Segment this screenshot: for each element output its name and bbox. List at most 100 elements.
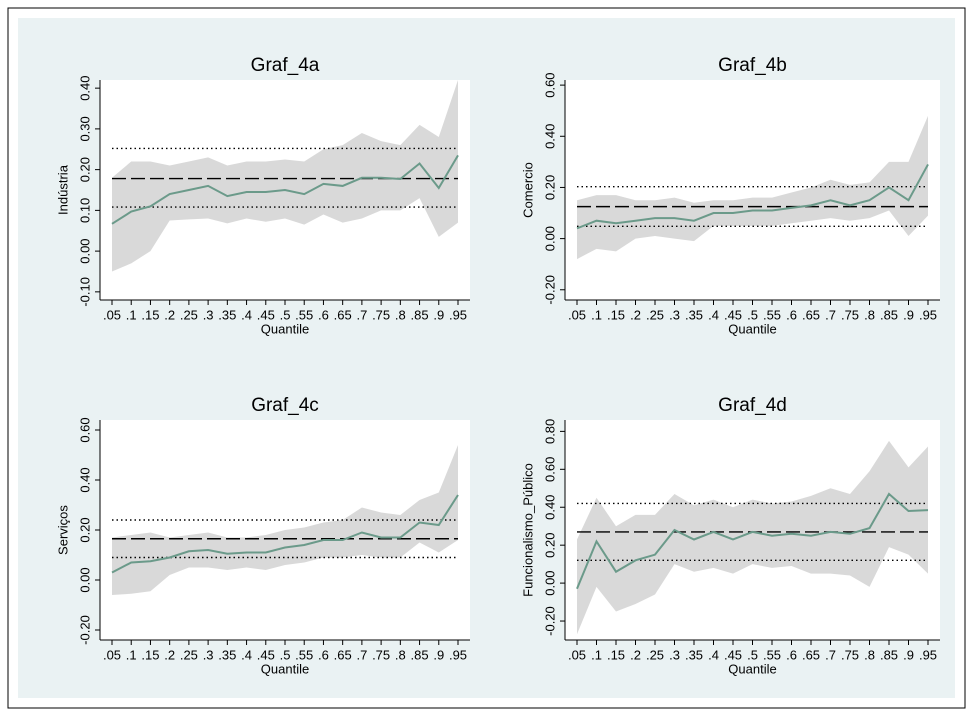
x-tick-label: .45 — [724, 307, 742, 322]
y-tick-label: 0.20 — [542, 175, 557, 200]
x-tick-label: .6 — [786, 307, 797, 322]
x-tick-label: .9 — [433, 307, 444, 322]
x-tick-label: .85 — [411, 307, 429, 322]
quantile-line — [111, 154, 459, 225]
x-tick-label: .7 — [356, 307, 367, 322]
x-tick-label: .8 — [864, 647, 875, 662]
x-tick-label: .5 — [747, 307, 758, 322]
x-tick-label: .25 — [646, 647, 664, 662]
x-tick-label: .95 — [449, 307, 467, 322]
x-tick-label: .85 — [880, 647, 898, 662]
x-tick-label: .4 — [708, 647, 719, 662]
x-tick-label: .35 — [685, 647, 703, 662]
x-tick-label: .75 — [841, 647, 859, 662]
y-tick-label: 0.80 — [542, 419, 557, 444]
x-tick-label: .95 — [919, 647, 937, 662]
x-tick-label: .55 — [763, 647, 781, 662]
x-tick-label: .65 — [334, 647, 352, 662]
title: Graf_4b — [718, 55, 787, 76]
x-tick-label: .1 — [126, 647, 137, 662]
confidence-band — [577, 115, 928, 260]
x-tick-label: .25 — [646, 307, 664, 322]
confidence-band — [112, 80, 458, 272]
x-tick-label: .05 — [103, 307, 121, 322]
x-tick-label: .45 — [724, 647, 742, 662]
x-tick-label: .35 — [218, 647, 236, 662]
x-tick-label: .15 — [607, 307, 625, 322]
y-tick-label: -0.20 — [542, 275, 557, 305]
x-tick-label: .6 — [786, 647, 797, 662]
x-axis-title: Quantile — [728, 661, 776, 676]
x-tick-label: .95 — [919, 307, 937, 322]
x-tick-label: .9 — [433, 647, 444, 662]
x-tick-label: .3 — [669, 307, 680, 322]
x-tick-label: .2 — [164, 307, 175, 322]
y-tick-label: 0.30 — [77, 116, 92, 141]
quantile-line — [111, 494, 459, 574]
title: Graf_4a — [251, 55, 320, 76]
y-tick-label: 0.40 — [77, 467, 92, 492]
x-tick-label: .8 — [395, 307, 406, 322]
title: Graf_4c — [251, 395, 319, 416]
confidence-band — [577, 440, 928, 635]
x-tick-label: .25 — [180, 307, 198, 322]
x-tick-label: .4 — [708, 307, 719, 322]
y-tick-label: -0.10 — [77, 277, 92, 307]
quantile-line — [576, 163, 929, 230]
x-tick-label: .35 — [218, 307, 236, 322]
x-tick-label: .7 — [825, 307, 836, 322]
x-tick-label: .05 — [568, 647, 586, 662]
x-tick-label: .8 — [395, 647, 406, 662]
y-axis-title: Serviços — [55, 505, 70, 555]
x-tick-label: .85 — [880, 307, 898, 322]
x-tick-label: .75 — [372, 307, 390, 322]
x-tick-label: .4 — [241, 307, 252, 322]
y-tick-label: 0.00 — [542, 570, 557, 595]
x-tick-label: .65 — [334, 307, 352, 322]
y-tick-label: 0.10 — [77, 198, 92, 223]
x-tick-label: .7 — [356, 647, 367, 662]
x-tick-label: .1 — [591, 647, 602, 662]
x-tick-label: .6 — [318, 647, 329, 662]
x-tick-label: .95 — [449, 647, 467, 662]
x-tick-label: .45 — [257, 647, 275, 662]
x-tick-label: .2 — [164, 647, 175, 662]
y-axis-title: Indústria — [55, 164, 70, 215]
x-tick-label: .65 — [802, 647, 820, 662]
x-tick-label: .15 — [141, 647, 159, 662]
x-tick-label: .2 — [630, 647, 641, 662]
x-tick-label: .35 — [685, 307, 703, 322]
x-tick-label: .55 — [295, 307, 313, 322]
x-tick-label: .75 — [372, 647, 390, 662]
x-tick-label: .05 — [103, 647, 121, 662]
x-tick-label: .7 — [825, 647, 836, 662]
y-axis-title: Funcionalismo_Público — [520, 463, 535, 597]
y-tick-label: -0.20 — [542, 606, 557, 636]
x-tick-label: .85 — [411, 647, 429, 662]
title: Graf_4d — [718, 395, 787, 416]
y-tick-label: -0.20 — [77, 615, 92, 645]
x-axis-title: Quantile — [261, 321, 309, 336]
x-tick-label: .4 — [241, 647, 252, 662]
x-tick-label: .1 — [126, 307, 137, 322]
y-tick-label: 0.00 — [542, 226, 557, 251]
y-axis-title: Comercio — [520, 162, 535, 218]
quantile-line — [576, 492, 929, 590]
x-tick-label: .65 — [802, 307, 820, 322]
x-tick-label: .8 — [864, 307, 875, 322]
y-tick-label: 0.00 — [77, 238, 92, 263]
x-tick-label: .1 — [591, 307, 602, 322]
y-tick-label: 0.60 — [542, 72, 557, 97]
x-tick-label: .05 — [568, 307, 586, 322]
x-tick-label: .55 — [763, 307, 781, 322]
x-tick-label: .3 — [203, 647, 214, 662]
x-axis-title: Quantile — [728, 321, 776, 336]
x-tick-label: .75 — [841, 307, 859, 322]
x-tick-label: .5 — [280, 647, 291, 662]
y-tick-label: 0.40 — [542, 124, 557, 149]
x-tick-label: .15 — [607, 647, 625, 662]
y-tick-label: 0.60 — [542, 457, 557, 482]
y-tick-label: 0.20 — [77, 157, 92, 182]
y-tick-label: 0.20 — [542, 533, 557, 558]
